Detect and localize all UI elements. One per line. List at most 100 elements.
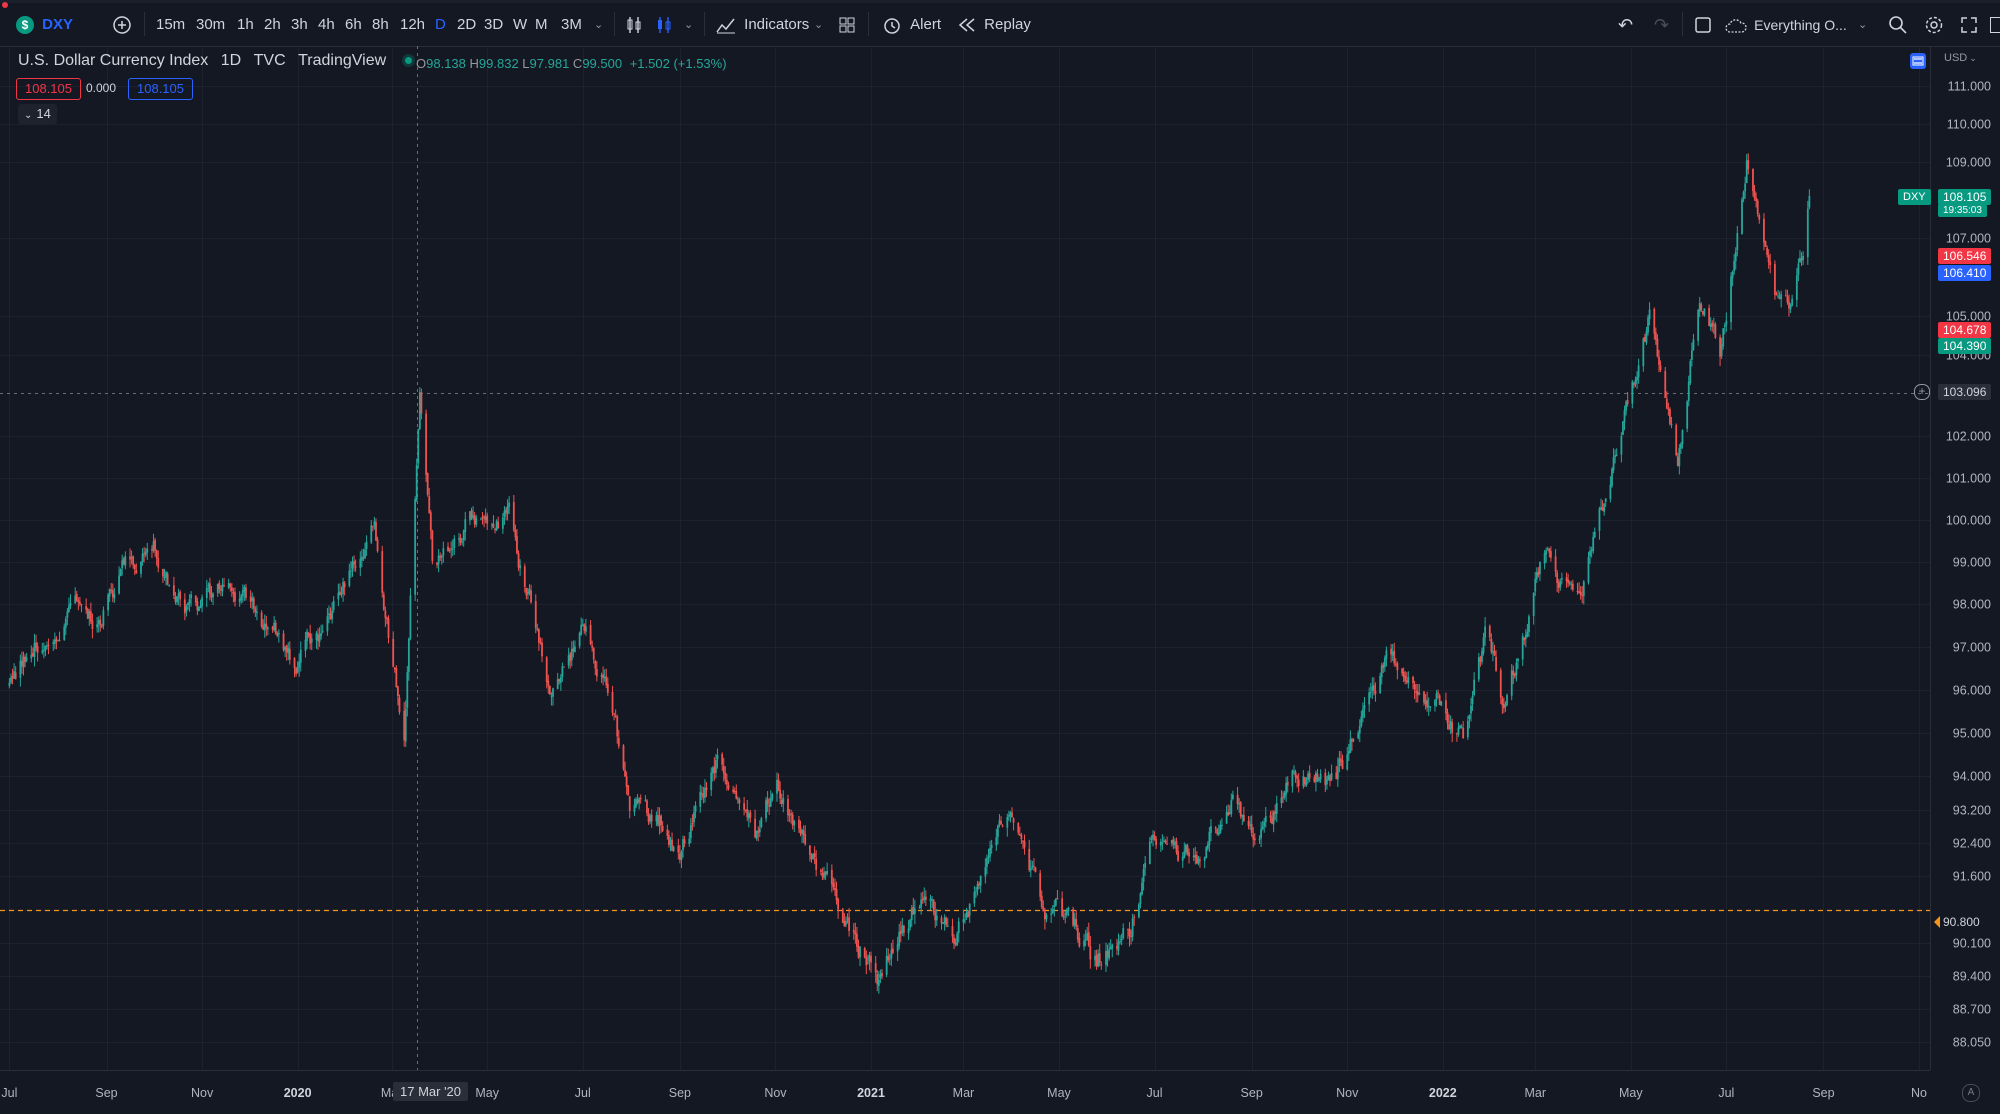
interval-4h[interactable]: 4h [318, 16, 335, 33]
candle [813, 846, 816, 865]
candle [238, 591, 241, 607]
candle [163, 568, 166, 581]
interval-12h[interactable]: 12h [400, 16, 426, 33]
add-price-icon[interactable]: + [1914, 384, 1930, 400]
candle [1802, 251, 1805, 266]
candle [689, 817, 692, 844]
candle [1535, 567, 1538, 583]
indicators-chevron-down-icon[interactable]: ⌄ [814, 19, 824, 31]
intervals-chevron-down-icon[interactable]: ⌄ [594, 19, 604, 31]
candle [1274, 804, 1277, 821]
time-tick-1: Sep [95, 1086, 117, 1100]
candle [1164, 839, 1167, 844]
interval-w[interactable]: W [513, 16, 528, 33]
candle [1700, 302, 1703, 312]
interval-6h[interactable]: 6h [345, 16, 362, 33]
buy-price-box[interactable]: 108.105 [128, 78, 193, 100]
auto-scale-a-icon[interactable]: A [1962, 1084, 1980, 1102]
gear-icon[interactable] [1924, 0, 1944, 46]
candle [622, 744, 625, 771]
symbol-button[interactable]: $ DXY [16, 0, 73, 46]
countdown-pill: 19:35:03 [1938, 204, 1987, 217]
interval-3m[interactable]: 3M [561, 16, 582, 33]
candle [284, 646, 287, 658]
chart-type-chevron-down-icon[interactable]: ⌄ [684, 19, 694, 31]
candle [1565, 572, 1568, 588]
undo-icon[interactable]: ↶ [1618, 15, 1634, 35]
candle [658, 807, 661, 835]
candle [516, 529, 518, 555]
interval-2h[interactable]: 2h [264, 16, 281, 33]
low-key: L [522, 56, 530, 71]
candle [1067, 906, 1070, 917]
candle [176, 595, 178, 606]
redo-icon[interactable]: ↷ [1654, 15, 1670, 35]
price-tick-0: 111.000 [1948, 80, 1991, 94]
candle [1413, 680, 1416, 700]
candle [572, 640, 575, 658]
time-axis[interactable]: Jul Sep Nov 2020 Mar May Jul Sep Nov 2021 Mar May Ju… [1, 1086, 1927, 1100]
interval-8h[interactable]: 8h [372, 16, 389, 33]
candle [1548, 547, 1551, 558]
indicators-button[interactable]: Indicators [716, 0, 809, 46]
high-key: H [469, 56, 479, 71]
candle [1351, 737, 1353, 751]
interval-30m[interactable]: 30m [196, 16, 226, 33]
interval-m[interactable]: M [535, 16, 548, 33]
alert-button[interactable]: Alert [882, 0, 941, 46]
camera-icon[interactable] [1990, 0, 2000, 46]
candle [229, 582, 232, 592]
candle [523, 563, 526, 593]
price-axis[interactable]: 111.000110.000109.000107.000105.000104.0… [1946, 80, 1991, 1050]
candle [55, 636, 58, 650]
candle [174, 591, 177, 605]
fullscreen-square-icon[interactable] [1694, 0, 1712, 46]
candle [1183, 842, 1186, 859]
candle [854, 922, 857, 944]
expand-icon[interactable] [1960, 0, 1978, 46]
auto-scale-icon[interactable] [1910, 53, 1926, 69]
candle [296, 661, 299, 674]
candle [69, 594, 72, 610]
high-value: 99.832 [478, 56, 519, 71]
currency-selector[interactable]: USD ⌄ [1944, 52, 1977, 64]
interval-3h[interactable]: 3h [291, 16, 308, 33]
alarm-clock-icon [884, 18, 900, 34]
candle [387, 615, 390, 644]
interval-15m[interactable]: 15m [156, 16, 186, 33]
replay-button[interactable]: Replay [958, 0, 1031, 46]
interval-2d[interactable]: 2D [457, 16, 477, 33]
search-icon[interactable] [1888, 0, 1908, 46]
price-tick-22: 88.050 [1953, 1036, 1991, 1050]
layout-grid-icon[interactable] [838, 0, 856, 46]
candle [746, 800, 749, 822]
candle [1186, 843, 1189, 856]
candle [1195, 851, 1198, 865]
candle [1153, 831, 1156, 841]
interval-d[interactable]: D [435, 16, 446, 33]
candle [1072, 906, 1074, 928]
candle [1076, 924, 1079, 943]
candles-icon[interactable] [656, 0, 672, 46]
collapse-indicators-button[interactable]: ⌄ 14 [18, 104, 57, 124]
interval-3d[interactable]: 3D [484, 16, 504, 33]
candle [1744, 176, 1747, 199]
candle [713, 757, 716, 781]
candle [78, 596, 81, 607]
sell-price-box[interactable]: 108.105 [16, 78, 81, 100]
candle [480, 517, 482, 521]
symbol-description[interactable]: U.S. Dollar Currency Index [18, 52, 209, 69]
candle [1241, 814, 1244, 826]
layout-name-button[interactable]: Everything O... [1724, 0, 1847, 46]
hline-marker-icon [1934, 916, 1940, 928]
candle [425, 409, 428, 483]
layout-chevron-down-icon[interactable]: ⌄ [1858, 19, 1868, 31]
compare-icon[interactable] [112, 0, 132, 46]
interval-1h[interactable]: 1h [237, 16, 254, 33]
legend-exchange: TVC [253, 52, 286, 69]
candle [755, 830, 758, 841]
candle [702, 786, 705, 804]
bar-style-icon[interactable] [626, 0, 642, 46]
candle [841, 907, 844, 924]
